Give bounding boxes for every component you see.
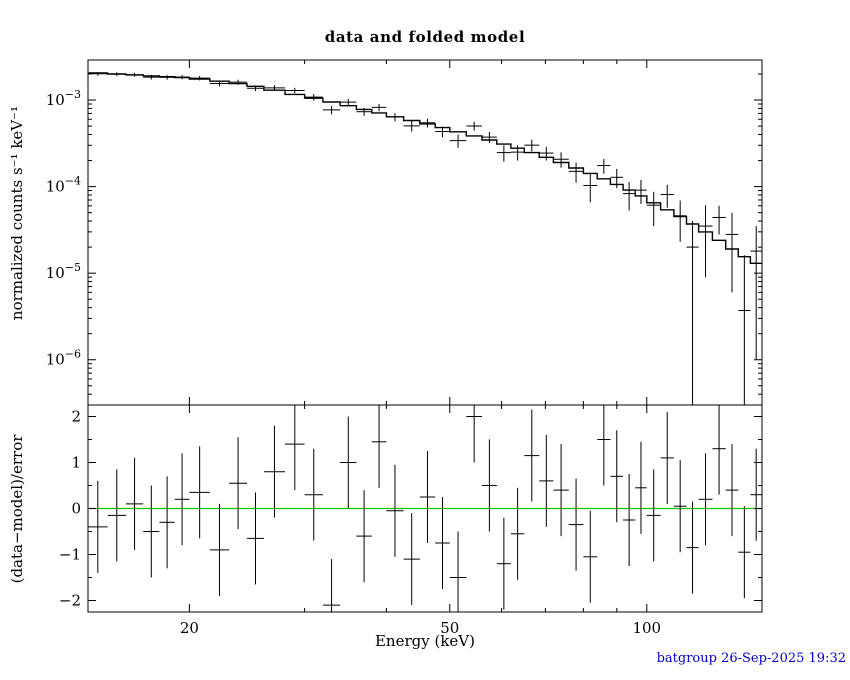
svg-text:10−6: 10−6: [46, 348, 81, 369]
footer-text: batgroup 26-Sep-2025 19:32: [656, 651, 846, 666]
x-axis-label: Energy (keV): [374, 632, 475, 650]
svg-text:−2: −2: [59, 592, 81, 610]
svg-text:−1: −1: [59, 546, 81, 564]
svg-text:10−3: 10−3: [46, 88, 81, 109]
svg-text:1: 1: [71, 454, 81, 472]
y-axis-label-spectrum: normalized counts s⁻¹ keV⁻¹: [8, 105, 26, 321]
svg-text:2: 2: [71, 408, 81, 426]
svg-text:0: 0: [71, 500, 81, 518]
svg-text:20: 20: [180, 619, 199, 637]
svg-text:50: 50: [440, 619, 459, 637]
y-axis-label-residuals: (data−model)/error: [8, 434, 26, 584]
svg-text:100: 100: [632, 619, 661, 637]
plot-title: data and folded model: [324, 28, 526, 46]
svg-text:10−5: 10−5: [46, 261, 81, 282]
svg-text:10−4: 10−4: [46, 175, 81, 196]
